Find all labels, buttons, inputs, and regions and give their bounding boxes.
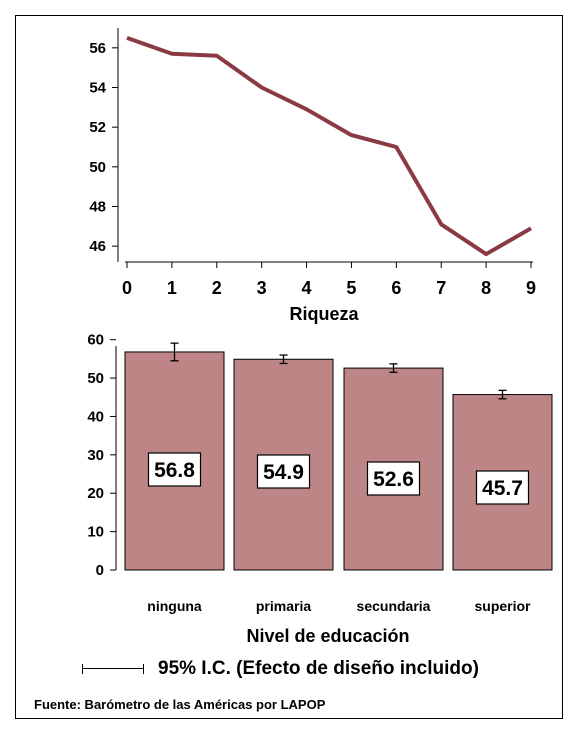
bar-chart-x-label: Nivel de educación — [246, 626, 409, 646]
value-label-box — [475, 470, 530, 505]
bar-chart-x-ticks: ninguna primaria secundaria superior — [147, 598, 531, 614]
line-x-tick-label: 3 — [257, 278, 267, 298]
ci-legend-icon — [82, 664, 144, 674]
source-note: Fuente: Barómetro de las Américas por LA… — [34, 697, 326, 712]
line-x-tick-label: 2 — [212, 278, 222, 298]
line-y-tick-label: 50 — [89, 159, 106, 176]
bar-x-tick-label: ninguna — [147, 598, 202, 614]
bar-x-tick-label: superior — [474, 598, 531, 614]
line-y-tick-label: 46 — [89, 238, 106, 255]
line-x-tick-label: 7 — [436, 278, 446, 298]
bar-y-tick-label: 0 — [96, 562, 104, 579]
bar-chart: 0 10 20 30 40 50 60 56.8 54.9 52.6 45.7 ninguna pr… — [87, 332, 553, 646]
line-x-tick-label: 5 — [346, 278, 356, 298]
value-label-box — [256, 454, 311, 489]
line-chart-y-ticks: 46 48 50 52 54 56 — [89, 40, 118, 255]
value-label: 45.7 — [482, 477, 523, 500]
bar-y-tick-label: 60 — [87, 332, 104, 349]
line-y-tick-label: 52 — [89, 119, 106, 136]
line-chart-x-ticks: 0 1 2 3 4 5 6 7 8 9 — [122, 262, 536, 298]
line-x-tick-label: 9 — [526, 278, 536, 298]
line-x-tick-label: 1 — [167, 278, 177, 298]
value-label: 52.6 — [373, 468, 414, 491]
line-y-tick-label: 48 — [89, 198, 106, 215]
bar-x-tick-label: secundaria — [357, 598, 431, 614]
line-y-tick-label: 54 — [89, 79, 106, 96]
line-x-tick-label: 8 — [481, 278, 491, 298]
ci-legend-label: 95% I.C. (Efecto de diseño incluido) — [158, 658, 479, 679]
bar-y-tick-label: 50 — [87, 370, 104, 387]
bar-y-tick-label: 30 — [87, 447, 104, 464]
value-label: 54.9 — [263, 461, 304, 484]
line-chart-x-label: Riqueza — [289, 304, 359, 324]
ci-legend: 95% I.C. (Efecto de diseño incluido) — [82, 657, 479, 681]
line-x-tick-label: 0 — [122, 278, 132, 298]
bar-y-tick-label: 10 — [87, 524, 104, 541]
line-x-tick-label: 6 — [391, 278, 401, 298]
bar-y-tick-label: 20 — [87, 485, 104, 502]
value-label-box — [366, 461, 421, 496]
value-label: 56.8 — [154, 459, 195, 482]
bar-chart-bars: 56.8 54.9 52.6 45.7 — [124, 342, 553, 571]
bar-chart-y-ticks: 0 10 20 30 40 50 60 — [87, 332, 116, 579]
line-series — [126, 36, 532, 257]
line-y-tick-label: 56 — [89, 40, 106, 57]
bar-x-tick-label: primaria — [256, 598, 311, 614]
value-label-box — [147, 452, 202, 487]
line-x-tick-label: 4 — [302, 278, 312, 298]
figure-frame — [15, 15, 563, 719]
bar-y-tick-label: 40 — [87, 408, 104, 425]
